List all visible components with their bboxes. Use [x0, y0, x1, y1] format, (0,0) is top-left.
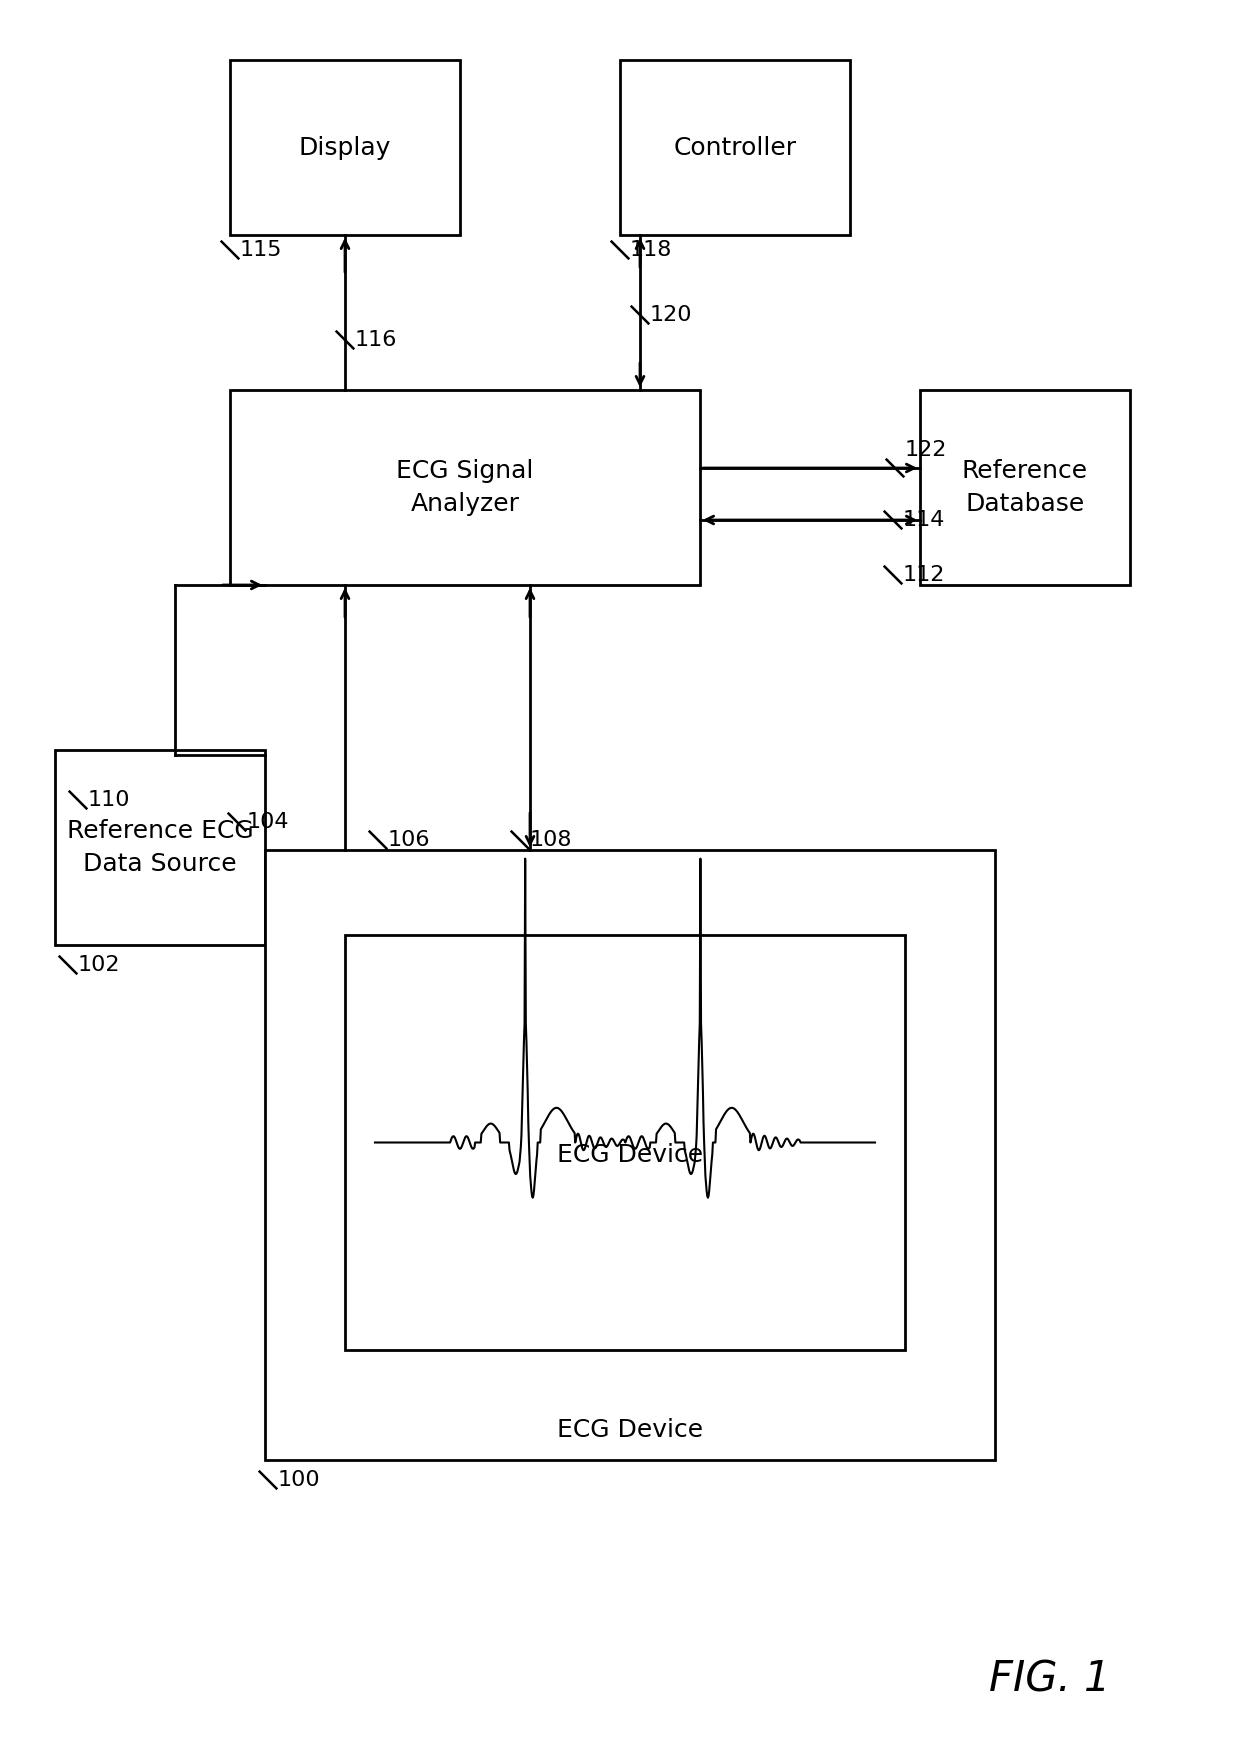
Text: 110: 110: [88, 790, 130, 809]
Bar: [920, 390, 1130, 586]
Text: ECG Device: ECG Device: [557, 1418, 703, 1442]
Text: 102: 102: [78, 955, 120, 974]
Text: 112: 112: [903, 565, 945, 586]
Bar: [55, 749, 265, 945]
Text: 114: 114: [903, 510, 945, 529]
Text: 106: 106: [388, 830, 430, 850]
Text: 120: 120: [650, 304, 692, 325]
Text: 108: 108: [529, 830, 573, 850]
Text: 104: 104: [247, 813, 289, 832]
Bar: [229, 60, 460, 236]
Text: Controller: Controller: [673, 135, 796, 160]
Text: ECG Device: ECG Device: [557, 1143, 703, 1166]
Text: 116: 116: [355, 331, 397, 350]
Text: Display: Display: [299, 135, 391, 160]
Bar: [229, 390, 701, 586]
Text: Reference
Database: Reference Database: [962, 459, 1087, 515]
Bar: [620, 60, 849, 236]
Text: 118: 118: [630, 239, 672, 260]
Text: FIG. 1: FIG. 1: [990, 1659, 1111, 1701]
Text: Reference ECG
Data Source: Reference ECG Data Source: [67, 818, 253, 876]
Bar: [345, 936, 905, 1349]
Text: 115: 115: [241, 239, 283, 260]
Text: 100: 100: [278, 1471, 321, 1490]
Bar: [265, 850, 994, 1460]
Text: 122: 122: [905, 440, 947, 461]
Text: ECG Signal
Analyzer: ECG Signal Analyzer: [397, 459, 533, 515]
